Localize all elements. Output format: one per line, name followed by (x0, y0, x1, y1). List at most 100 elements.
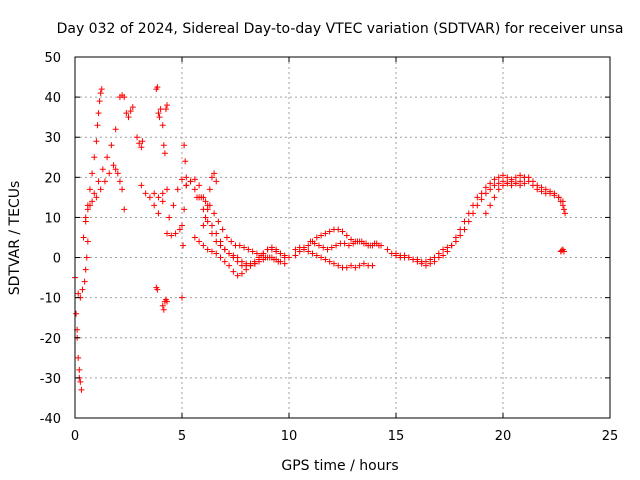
data-point (356, 262, 363, 269)
data-point (300, 246, 307, 253)
data-point (350, 240, 357, 247)
data-point (112, 166, 119, 173)
data-point (176, 226, 183, 233)
data-point (495, 186, 502, 193)
data-point (307, 238, 314, 245)
data-point (86, 186, 93, 193)
series-sat-j (153, 284, 171, 313)
data-point (204, 202, 211, 209)
data-point (444, 244, 451, 251)
data-point (281, 260, 288, 267)
data-point (202, 198, 209, 205)
data-point (348, 262, 355, 269)
data-point (104, 154, 111, 161)
data-point (95, 110, 102, 117)
data-point (249, 248, 256, 255)
data-point (230, 254, 237, 261)
data-point (500, 172, 506, 179)
data-point (305, 248, 312, 255)
data-point (154, 84, 161, 91)
data-point (138, 182, 145, 189)
data-point (243, 266, 250, 273)
data-point (333, 242, 340, 249)
data-point (119, 186, 126, 193)
data-point (215, 218, 222, 225)
data-point (253, 250, 260, 257)
data-point (512, 180, 519, 187)
series-sat-r (292, 244, 376, 271)
data-point (427, 256, 434, 263)
data-point (326, 228, 333, 235)
data-point (281, 254, 288, 261)
data-point (560, 206, 567, 213)
data-point (208, 174, 215, 181)
data-point (234, 272, 241, 279)
x-tick-label: 15 (388, 429, 405, 444)
data-point (139, 138, 146, 145)
data-point (134, 134, 141, 141)
data-point (82, 214, 89, 221)
x-tick-label: 5 (178, 429, 186, 444)
data-point (335, 226, 342, 233)
data-point (221, 246, 228, 253)
data-point (208, 248, 215, 255)
series-sat-c (82, 126, 119, 221)
data-point (191, 176, 198, 183)
data-point (326, 258, 333, 265)
data-point (440, 252, 447, 259)
data-point (91, 154, 98, 161)
data-point (341, 240, 348, 247)
data-point (465, 218, 472, 225)
data-point (431, 254, 438, 261)
data-point (75, 290, 82, 297)
series-sat-u (393, 178, 524, 265)
y-tick-label: 50 (44, 51, 61, 66)
data-point (517, 172, 524, 179)
data-point (315, 242, 322, 249)
data-point (292, 252, 299, 259)
data-point (159, 198, 166, 205)
data-point (94, 122, 101, 129)
data-point (95, 178, 102, 185)
chart-title: Day 032 of 2024, Sidereal Day-to-day VTE… (57, 21, 624, 37)
data-point (204, 246, 211, 253)
data-point (422, 258, 429, 265)
data-point (557, 198, 564, 205)
data-point (339, 228, 346, 235)
data-point (247, 262, 254, 269)
data-point (211, 210, 218, 217)
series-sat-x (557, 246, 567, 255)
data-point (168, 232, 175, 239)
data-point (170, 202, 177, 209)
y-tick-label: 40 (44, 91, 61, 106)
series-sat-o (193, 194, 282, 265)
data-point (164, 230, 171, 237)
data-point (482, 210, 489, 217)
data-point (508, 178, 515, 185)
data-point (121, 94, 128, 101)
data-point (86, 202, 93, 209)
data-point (213, 178, 220, 185)
data-point (271, 256, 278, 263)
data-point (183, 174, 190, 181)
data-point (517, 182, 524, 189)
data-point (474, 202, 481, 209)
data-point (555, 194, 562, 201)
data-point (487, 202, 494, 209)
data-point (363, 240, 370, 247)
data-point (487, 186, 494, 193)
data-point (251, 260, 258, 267)
y-tick-label: 30 (44, 131, 61, 146)
data-point (320, 244, 327, 251)
data-point (328, 244, 335, 251)
y-tick-label: 0 (53, 252, 61, 267)
data-point (108, 142, 115, 149)
data-point (500, 182, 506, 189)
data-point (89, 198, 96, 205)
data-point (521, 180, 528, 187)
data-point (547, 188, 554, 195)
data-point (208, 222, 215, 229)
data-point (110, 162, 117, 169)
data-point (538, 184, 545, 191)
